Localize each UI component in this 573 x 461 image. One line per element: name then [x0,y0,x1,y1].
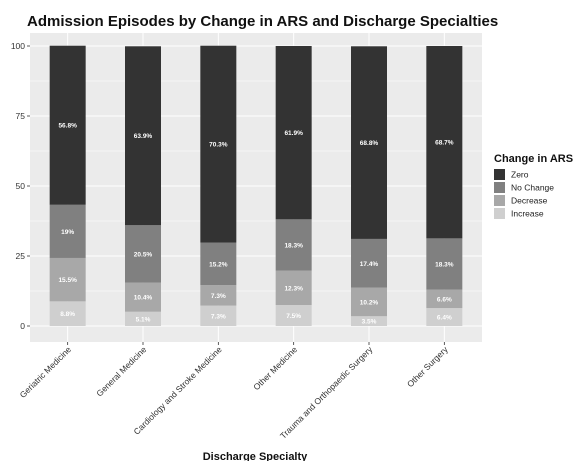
x-tick-label: Trauma and Orthopaedic Surgery [278,344,375,441]
bar-segment-increase [426,308,463,326]
bar-data-label: 18.3% [435,261,454,268]
bar-segment-no-change [49,204,86,258]
x-tick-label: General Medicine [94,344,148,398]
bar-segment-zero [200,45,237,243]
y-tick-label: 25 [16,251,26,261]
bar-data-label: 17.4% [360,261,379,268]
bar-segment-increase [125,311,161,326]
legend-label: No Change [511,183,554,193]
bar-segment-zero [426,46,463,239]
legend-label: Increase [511,209,544,219]
legend-label: Zero [511,170,529,180]
bar-segment-decrease [426,289,463,309]
bar-segment-increase [200,305,237,326]
bar-segment-decrease [49,257,86,302]
x-tick-label: Geriatric Medicine [18,344,74,400]
legend-swatch [494,195,505,206]
legend: Change in ARS Zero No Change Decrease Incre… [494,153,573,219]
bar-data-label: 20.5% [134,251,153,258]
bar-segment-zero [351,46,387,239]
bar-segment-decrease [125,282,161,312]
bar-segment-decrease [275,270,312,305]
bar-segment-no-change [125,225,161,283]
chart-title: Admission Episodes by Change in ARS and … [27,13,498,30]
legend-swatch [494,169,505,180]
bar-data-label: 15.5% [58,277,77,284]
bar-segment-increase [275,305,312,326]
bar-segment-zero [275,46,312,220]
bar-data-label: 8.8% [60,311,75,318]
bar-segment-no-change [200,242,237,286]
bar-data-label: 19% [61,229,74,236]
bar-data-label: 68.8% [360,140,379,147]
bar-data-label: 6.4% [437,315,452,322]
bar-segment-decrease [351,287,387,317]
bar-data-label: 63.9% [134,133,153,140]
x-tick-label: Cardiology and Stroke Medicine [131,344,223,436]
x-axis: Geriatric Medicine General MedicineCardio… [18,342,450,441]
x-axis-title: Discharge Specialty [203,451,308,461]
legend-swatch [494,208,505,219]
bar-segment-zero [125,46,161,226]
bars: 8.8% 15.5% 19% 56.8% 5.1% 10.4% 20.5% 63.9% 7.3%… [49,45,463,326]
bar-data-label: 18.3% [284,242,303,249]
bar-data-label: 5.1% [136,316,151,323]
y-axis: 0 25 50 75 100 [11,41,30,331]
plot-panel [30,33,482,342]
legend-title: Change in ARS [494,153,573,165]
y-tick-label: 75 [16,111,26,121]
bar-data-label: 7.3% [211,313,226,320]
bar-data-label: 10.4% [134,295,153,302]
bar-segment-no-change [426,238,463,290]
bar-data-label: 7.5% [286,313,301,320]
bar-segment-decrease [200,285,237,306]
y-tick-label: 0 [20,321,25,331]
x-tick-label: Other Medicine [251,344,299,392]
bar-data-label: 12.3% [284,285,303,292]
x-tick-label: Other Surgery [405,344,450,389]
bar-segment-increase [49,301,86,326]
bar-data-label: 61.9% [284,130,303,137]
bar-data-label: 56.8% [58,123,77,130]
bar-data-label: 68.7% [435,140,454,147]
bar-data-label: 3.5% [362,319,377,326]
bar-data-label: 6.6% [437,296,452,303]
legend-label: Decrease [511,196,548,206]
bar-segment-no-change [351,238,387,288]
y-tick-label: 100 [11,41,25,51]
legend-swatch [494,182,505,193]
bar-data-label: 15.2% [209,261,228,268]
bar-data-label: 10.2% [360,299,379,306]
bar-segment-no-change [275,219,312,271]
bar-segment-zero [49,45,86,205]
bar-data-label: 7.3% [211,293,226,300]
bar-data-label: 70.3% [209,142,228,149]
y-tick-label: 50 [16,181,26,191]
bar-segment-increase [351,316,387,326]
